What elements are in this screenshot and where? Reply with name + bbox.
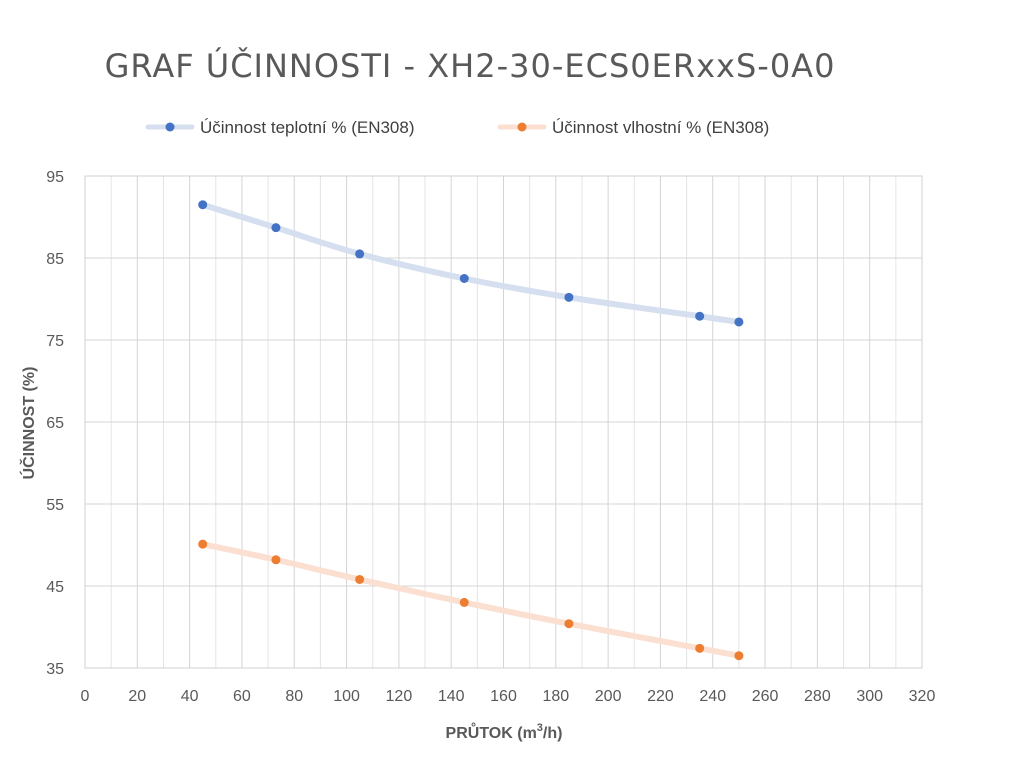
data-point bbox=[459, 597, 469, 607]
legend: Účinnost teplotní % (EN308) Účinnost vlh… bbox=[145, 118, 769, 137]
legend-label-thermal: Účinnost teplotní % (EN308) bbox=[200, 118, 415, 137]
x-tick-label: 0 bbox=[81, 688, 90, 705]
legend-marker-thermal bbox=[165, 122, 175, 132]
grid bbox=[84, 175, 923, 669]
y-axis-title: ÚČINNOST (%) bbox=[19, 367, 38, 480]
y-axis-ticks: 35 45 55 65 75 85 95 bbox=[46, 169, 64, 678]
x-axis-title-sup: 3 bbox=[537, 722, 543, 734]
data-point bbox=[695, 643, 705, 653]
x-tick-label: 140 bbox=[438, 688, 465, 705]
x-tick-label: 80 bbox=[285, 688, 303, 705]
series-line bbox=[199, 201, 742, 325]
data-point bbox=[459, 274, 469, 283]
data-point bbox=[355, 249, 365, 259]
series-line bbox=[199, 541, 742, 659]
x-tick-label: 260 bbox=[752, 688, 779, 705]
data-point bbox=[734, 651, 744, 661]
y-tick-label: 45 bbox=[46, 579, 64, 596]
series-1 bbox=[198, 539, 744, 661]
x-tick-label: 220 bbox=[647, 688, 674, 705]
x-tick-label: 300 bbox=[856, 688, 883, 705]
x-axis-ticks: 0 20 40 60 80 100 120 140 160 180 200 220 240 260 280 3… bbox=[81, 688, 936, 705]
data-point bbox=[355, 574, 365, 584]
x-tick-label: 200 bbox=[595, 688, 622, 705]
series-0 bbox=[198, 200, 744, 327]
x-tick-label: 280 bbox=[804, 688, 831, 705]
y-tick-label: 85 bbox=[46, 251, 64, 268]
plot-area-border bbox=[84, 175, 923, 669]
legend-marker-humidity bbox=[517, 122, 527, 132]
data-point bbox=[734, 317, 744, 327]
y-tick-label: 55 bbox=[46, 497, 64, 514]
data-point bbox=[271, 555, 281, 565]
data-point bbox=[198, 539, 208, 549]
y-tick-label: 65 bbox=[46, 415, 64, 432]
data-series bbox=[198, 200, 744, 661]
legend-label-humidity: Účinnost vlhostní % (EN308) bbox=[552, 118, 769, 137]
data-point bbox=[271, 223, 281, 233]
y-tick-label: 35 bbox=[46, 661, 64, 678]
x-axis-title-end: /h) bbox=[543, 725, 563, 742]
x-tick-label: 320 bbox=[909, 688, 936, 705]
legend-item-thermal: Účinnost teplotní % (EN308) bbox=[145, 118, 415, 137]
x-tick-label: 160 bbox=[490, 688, 517, 705]
data-point bbox=[695, 311, 705, 321]
x-axis-title: PRŮTOK (m3/h) bbox=[446, 722, 563, 742]
x-tick-label: 20 bbox=[128, 688, 146, 705]
data-point bbox=[198, 200, 208, 210]
x-tick-label: 240 bbox=[699, 688, 726, 705]
x-tick-label: 180 bbox=[542, 688, 569, 705]
y-tick-label: 75 bbox=[46, 333, 64, 350]
x-tick-label: 40 bbox=[181, 688, 199, 705]
legend-item-humidity: Účinnost vlhostní % (EN308) bbox=[497, 118, 769, 137]
chart-title: GRAF ÚČINNOSTI - XH2-30-ECS0ERxxS-0A0 bbox=[105, 46, 836, 85]
data-point bbox=[564, 292, 574, 302]
data-point bbox=[564, 619, 574, 629]
x-axis-title-main: PRŮTOK (m bbox=[446, 722, 537, 742]
x-tick-label: 60 bbox=[233, 688, 251, 705]
x-tick-label: 120 bbox=[386, 688, 413, 705]
y-tick-label: 95 bbox=[46, 169, 64, 186]
x-tick-label: 100 bbox=[333, 688, 360, 705]
